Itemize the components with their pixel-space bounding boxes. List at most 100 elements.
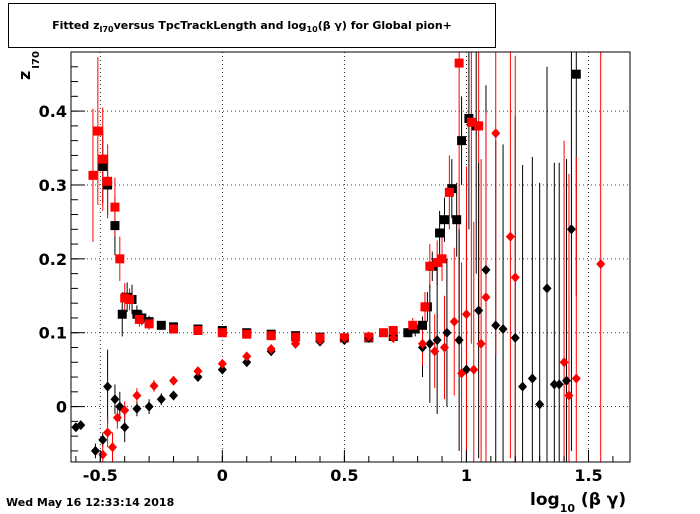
diamond-marker [449,316,459,327]
diamond-marker [491,128,501,139]
square-marker [435,228,445,238]
y-tick-label: 0.4 [39,102,67,121]
x-tick-label: 0.5 [330,466,358,485]
diamond-marker [339,332,349,343]
x-tick-label: 0 [217,466,228,485]
square-marker [193,326,203,336]
square-marker [437,254,447,264]
diamond-marker [217,358,227,369]
square-marker [110,221,120,231]
square-marker [378,328,388,338]
square-marker [93,126,103,136]
diamond-marker [564,390,574,401]
diamond-marker [418,338,428,349]
diamond-marker [481,264,491,275]
diamond-marker [242,357,252,368]
chart-title: Fitted z I70 versus TpcTrackLength and lo… [8,3,496,48]
square-marker [418,320,428,330]
x-tick-label: 1.5 [574,466,602,485]
diamond-marker [554,379,564,390]
diamond-marker [103,427,113,438]
diamond-marker [107,442,117,453]
axis-ticks [71,66,614,462]
diamond-marker [535,399,545,410]
square-marker [432,258,442,268]
diamond-marker [432,335,442,346]
x-axis-label: log10 (β γ) [530,490,626,514]
diamond-marker [469,364,479,375]
diamond-marker [144,401,154,412]
diamond-marker [491,320,501,331]
square-marker [217,328,227,338]
y-tick-label: 0.1 [39,324,67,343]
diamond-marker [132,390,142,401]
diamond-marker [559,357,569,368]
diamond-marker [527,373,537,384]
diamond-marker [542,283,552,294]
title-subscript-10: 10 [306,25,318,34]
title-middle: versus TpcTrackLength and log [113,19,307,32]
y-axis-label: z I70 [15,51,42,80]
diamond-marker [510,272,520,283]
diamond-marker [120,422,130,433]
grid-lines [71,52,630,462]
square-marker [454,58,464,68]
diamond-marker [217,364,227,375]
square-marker [110,202,120,212]
diamond-marker [481,292,491,303]
y-tick-label: 0.2 [39,250,67,269]
svg-text:zI70: z I70 [15,51,42,80]
title-subscript-i70: I70 [99,25,114,34]
diamond-marker [193,366,203,377]
title-tail: (β γ) for Global pion+ [317,19,452,32]
diamond-marker [110,394,120,405]
diamond-marker [98,434,108,445]
diamond-marker [505,231,515,242]
square-marker [403,328,413,338]
square-marker [452,215,462,225]
square-marker [169,324,179,334]
diamond-marker [149,380,159,391]
diamond-marker [364,331,374,342]
diamond-marker [388,332,398,343]
square-marker [291,332,301,342]
diamond-marker [461,309,471,320]
x-tick-label: -0.5 [83,466,118,485]
square-marker [88,170,98,180]
diamond-marker [457,368,467,379]
square-marker [156,320,166,330]
diamond-marker [315,335,325,346]
diamond-marker [132,403,142,414]
diamond-marker [571,373,581,384]
diamond-marker [518,381,528,392]
square-marker [144,319,154,329]
diamond-marker [120,405,130,416]
square-marker [439,215,449,225]
square-marker [425,261,435,271]
square-marker [444,187,454,197]
diamond-marker [76,420,86,431]
square-marker [420,302,430,312]
diamond-marker [425,338,435,349]
diamond-marker [90,445,100,456]
diamond-marker [169,390,179,401]
diamond-marker [476,338,486,349]
x-axis-label-sub: 10 [560,502,576,514]
diamond-marker [562,375,572,386]
diamond-marker [442,327,452,338]
error-bars [75,52,602,462]
square-marker [103,176,113,186]
diamond-marker [454,335,464,346]
square-marker [466,117,476,127]
diamond-marker [549,379,559,390]
y-tick-label: 0.3 [39,176,67,195]
plot-frame [70,51,631,463]
square-marker [98,162,108,172]
square-marker [132,309,142,319]
diamond-marker [242,351,252,362]
y-axis-label-main: z [15,71,34,80]
diamond-marker [474,305,484,316]
square-marker [457,136,467,146]
x-axis-label-main: log [530,490,560,510]
